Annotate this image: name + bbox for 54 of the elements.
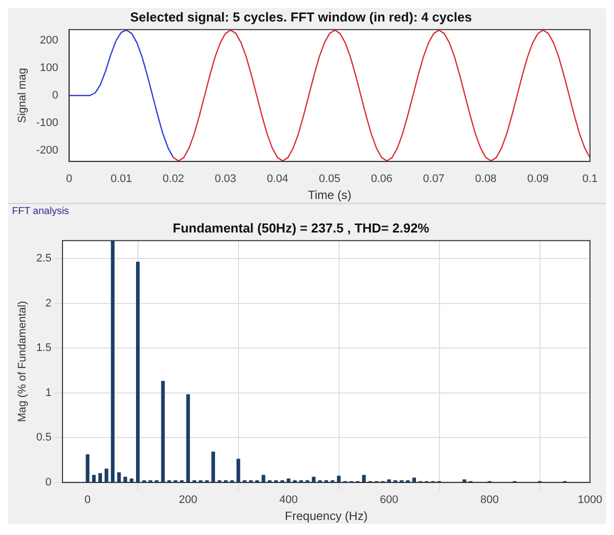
bar — [86, 454, 90, 482]
bar — [98, 473, 102, 482]
y-tick-label: 1 — [45, 386, 52, 399]
y-tick-label: 0.5 — [36, 432, 52, 444]
bar — [161, 380, 165, 482]
y-tick-label: 200 — [40, 34, 58, 47]
x-tick-label: 0.1 — [582, 173, 598, 186]
y-tick-label: 2 — [45, 297, 52, 310]
y-tick-label: 100 — [40, 62, 58, 74]
bar — [387, 479, 391, 482]
chart-title: Selected signal: 5 cycles. FFT window (in red): 4 cycles — [130, 9, 472, 24]
text: FFT analysis — [8, 203, 606, 219]
x-tick-label: 0.07 — [423, 173, 444, 186]
x-tick-label: 0.06 — [370, 173, 392, 186]
bar — [104, 468, 108, 482]
x-axis-title: Time (s) — [308, 188, 352, 202]
bar — [130, 478, 134, 482]
y-tick-label: 2.5 — [36, 252, 52, 265]
x-axis-title: Frequency (Hz) — [284, 509, 368, 524]
bar — [136, 262, 140, 482]
bar — [362, 474, 366, 482]
x-tick-label: 0 — [84, 494, 91, 506]
bar — [312, 476, 316, 482]
x-tick-label: 0.05 — [318, 173, 340, 186]
bar — [262, 474, 266, 482]
x-tick-label: 0.03 — [214, 173, 236, 186]
x-tick-label: 0.01 — [110, 173, 132, 186]
x-tick-label: 0.04 — [266, 173, 288, 186]
bar — [186, 394, 190, 482]
bar — [117, 472, 121, 482]
y-tick-label: 0 — [45, 476, 52, 488]
bar — [110, 240, 115, 482]
bar — [123, 476, 128, 482]
bar — [92, 474, 96, 482]
x-tick-label: 200 — [178, 494, 198, 506]
x-tick-label: 800 — [480, 494, 499, 506]
y-tick-label: -100 — [36, 116, 58, 129]
bar — [286, 478, 290, 482]
x-tick-label: 1000 — [578, 494, 602, 506]
chart-title: Fundamental (50Hz) = 237.5 , THD= 2.92% — [172, 220, 430, 236]
x-tick-label: 600 — [380, 494, 398, 506]
y-tick-label: -200 — [36, 144, 58, 156]
x-tick-label: 0 — [66, 173, 72, 186]
x-tick-label: 400 — [279, 494, 298, 506]
y-tick-label: 0 — [52, 90, 58, 102]
bar — [236, 458, 240, 482]
y-tick-label: 1.5 — [36, 342, 52, 354]
bar — [412, 478, 416, 482]
x-tick-label: 0.02 — [162, 173, 184, 186]
x-tick-label: 0.09 — [527, 173, 549, 186]
y-axis-title: Signal mag — [16, 68, 29, 124]
bar — [211, 452, 216, 482]
y-axis-title: Mag (% of Fundamental) — [16, 300, 29, 422]
x-tick-label: 0.08 — [475, 173, 497, 186]
